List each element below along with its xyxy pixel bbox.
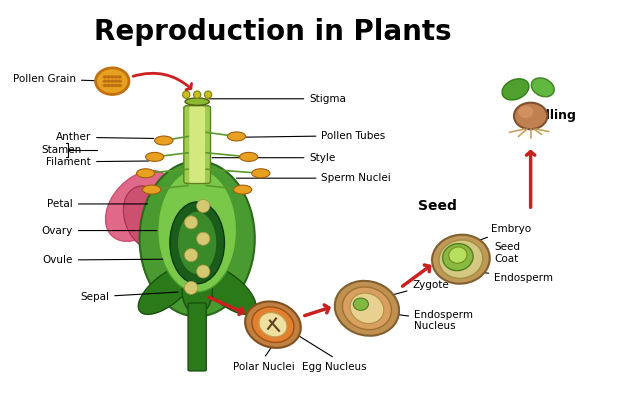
Ellipse shape	[335, 281, 399, 336]
FancyBboxPatch shape	[189, 107, 205, 183]
Ellipse shape	[233, 185, 252, 194]
Ellipse shape	[439, 240, 483, 279]
Ellipse shape	[502, 79, 529, 100]
Text: Endosperm
Nucleus: Endosperm Nucleus	[390, 310, 473, 331]
Text: Stamen: Stamen	[41, 145, 81, 154]
Text: Pollen Tubes: Pollen Tubes	[242, 131, 386, 140]
Ellipse shape	[138, 265, 195, 314]
Ellipse shape	[185, 98, 209, 105]
Ellipse shape	[185, 216, 198, 229]
Circle shape	[113, 84, 118, 87]
Ellipse shape	[353, 298, 369, 310]
Ellipse shape	[170, 202, 225, 284]
Text: Embryo: Embryo	[473, 223, 531, 243]
Ellipse shape	[205, 91, 212, 98]
Text: Zygote: Zygote	[387, 280, 449, 296]
Circle shape	[113, 80, 118, 83]
Text: Sperm Nuclei: Sperm Nuclei	[237, 173, 391, 183]
Text: Ovule: Ovule	[43, 255, 163, 265]
Circle shape	[110, 80, 115, 83]
Ellipse shape	[177, 211, 217, 274]
Circle shape	[117, 80, 122, 83]
Circle shape	[113, 75, 118, 79]
Ellipse shape	[197, 199, 210, 213]
Text: Style: Style	[212, 153, 336, 163]
Ellipse shape	[350, 293, 384, 323]
Ellipse shape	[140, 161, 255, 316]
Ellipse shape	[449, 247, 467, 263]
Circle shape	[110, 84, 115, 87]
Text: Polar Nuclei: Polar Nuclei	[233, 362, 295, 372]
Ellipse shape	[259, 313, 287, 337]
Ellipse shape	[106, 171, 173, 241]
Ellipse shape	[136, 169, 155, 178]
Text: Seedling: Seedling	[515, 110, 576, 122]
Text: Filament: Filament	[46, 157, 149, 167]
Circle shape	[117, 84, 122, 87]
Ellipse shape	[185, 248, 198, 262]
Text: Stigma: Stigma	[209, 94, 346, 104]
Ellipse shape	[199, 265, 256, 314]
Ellipse shape	[158, 169, 237, 292]
Text: Reproduction in Plants: Reproduction in Plants	[94, 18, 452, 46]
Ellipse shape	[227, 132, 245, 141]
Text: Seed: Seed	[418, 199, 458, 213]
Ellipse shape	[514, 103, 547, 129]
Ellipse shape	[432, 235, 490, 284]
Ellipse shape	[185, 281, 198, 295]
Circle shape	[106, 84, 111, 87]
Text: Pollen Grain: Pollen Grain	[13, 74, 111, 84]
Ellipse shape	[342, 287, 391, 330]
Text: Seed
Coat: Seed Coat	[486, 242, 520, 264]
Circle shape	[106, 75, 111, 79]
Ellipse shape	[182, 265, 212, 314]
Ellipse shape	[245, 302, 301, 348]
Ellipse shape	[252, 169, 270, 178]
Circle shape	[103, 84, 108, 87]
Ellipse shape	[197, 265, 210, 278]
Ellipse shape	[96, 68, 129, 94]
Text: Endosperm: Endosperm	[484, 273, 553, 283]
Ellipse shape	[155, 136, 173, 145]
Ellipse shape	[197, 232, 210, 245]
Ellipse shape	[143, 185, 161, 194]
Ellipse shape	[531, 78, 554, 97]
Ellipse shape	[252, 307, 294, 342]
Ellipse shape	[443, 243, 473, 271]
Ellipse shape	[193, 91, 201, 98]
Ellipse shape	[123, 186, 174, 250]
Circle shape	[103, 75, 108, 79]
Circle shape	[103, 80, 108, 83]
Text: Ovary: Ovary	[41, 225, 156, 236]
Text: Anther: Anther	[56, 132, 154, 142]
Text: Egg Nucleus: Egg Nucleus	[302, 362, 367, 372]
FancyBboxPatch shape	[184, 106, 210, 183]
FancyBboxPatch shape	[188, 303, 206, 371]
Ellipse shape	[183, 91, 190, 98]
Text: Petal: Petal	[47, 199, 148, 209]
Text: Sepal: Sepal	[80, 292, 178, 302]
Circle shape	[106, 80, 111, 83]
Ellipse shape	[146, 152, 164, 162]
Circle shape	[110, 75, 115, 79]
Ellipse shape	[240, 152, 258, 162]
Circle shape	[117, 75, 122, 79]
Ellipse shape	[518, 106, 533, 118]
